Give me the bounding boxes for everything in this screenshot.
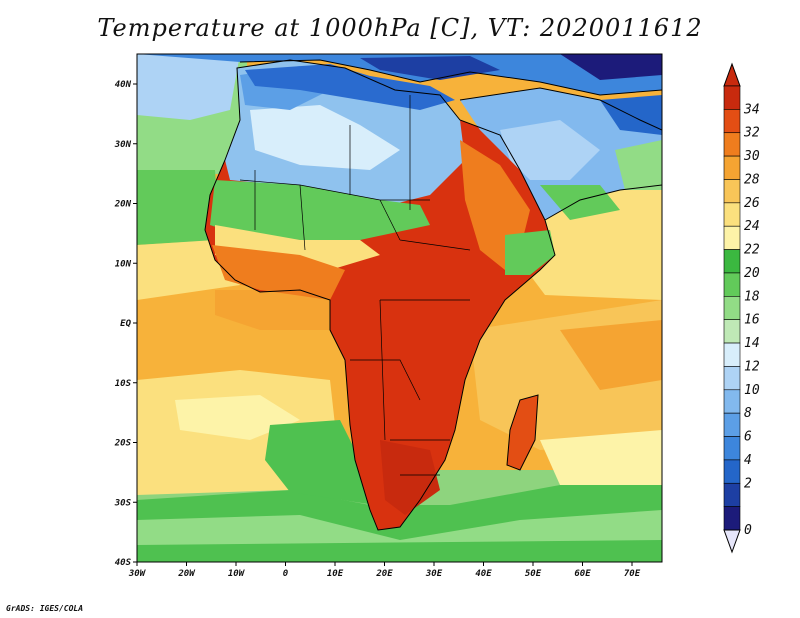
europe-coast (239, 59, 662, 96)
colorbar-label: 10 (744, 383, 760, 398)
lat-label: 30S (114, 498, 132, 508)
indian-ocean-hot (560, 320, 662, 390)
lon-label: 40E (475, 569, 492, 579)
colorbar-label: 2 (744, 476, 752, 491)
colorbar-swatch (723, 296, 741, 320)
colorbar-swatch (723, 319, 741, 344)
colorbar-label: 24 (744, 219, 760, 234)
caucasus-coldest (560, 54, 662, 80)
lat-label: EQ (120, 319, 131, 329)
lat-label: 20S (114, 439, 132, 449)
southern-ocean-mid (137, 510, 662, 545)
sahara-pale (250, 105, 400, 170)
colorbar-label: 34 (743, 102, 760, 117)
colorbar-swatch (723, 249, 741, 274)
temperature-field (137, 54, 662, 562)
colorbar-label: 6 (744, 430, 752, 445)
colorbar-swatch (723, 459, 741, 484)
colorbar-label: 28 (744, 172, 760, 187)
south-atlantic-pale (175, 395, 300, 440)
colorbar-swatch (723, 109, 741, 134)
horn-green (505, 230, 555, 275)
colorbar-label: 32 (743, 126, 760, 141)
colorbar-swatch (723, 155, 741, 180)
madagascar-land (507, 395, 538, 470)
colorbar-label: 14 (744, 336, 760, 351)
colorbar-swatch (723, 506, 741, 531)
gulf-guinea (215, 290, 335, 330)
colorbar-swatch (723, 132, 741, 157)
north-atlantic-blue (137, 54, 240, 120)
coastlines (204, 59, 662, 531)
country-borders (239, 95, 471, 476)
mediterranean-sea (245, 64, 455, 110)
grads-credit: GrADS: IGES/COLA (6, 604, 84, 613)
lon-label: 50E (525, 569, 542, 579)
colorbar-swatch (723, 412, 741, 437)
lon-label: 20W (177, 569, 196, 579)
colorbar-swatch (723, 436, 741, 461)
colorbar-label: 22 (744, 243, 760, 258)
colorbar-label: 0 (744, 523, 752, 538)
lon-label: 60E (574, 569, 591, 579)
lon-label: 0 (283, 569, 289, 579)
balkans-colder (360, 56, 500, 80)
colorbar-swatch (723, 389, 741, 414)
colorbar-swatch (723, 179, 741, 204)
arabia-coast (459, 87, 662, 221)
plot-title: Temperature at 1000hPa [C], VT: 20200116… (97, 14, 703, 42)
lon-label: 70E (624, 569, 641, 579)
colorbar-label: 20 (744, 266, 760, 281)
colorbar-label: 12 (744, 359, 760, 374)
lat-label: 40N (115, 80, 132, 90)
colorbar-over-triangle (723, 62, 741, 87)
arabia-pale (500, 120, 600, 180)
lat-label: 30N (114, 140, 132, 150)
yemen-green (540, 185, 620, 220)
plot-frame (136, 53, 663, 563)
colorbar-label: 30 (743, 149, 760, 164)
colorbar-label: 4 (744, 453, 752, 468)
africa-coast (204, 59, 556, 531)
madagascar-coast (506, 394, 539, 471)
colorbar-swatch (723, 272, 741, 297)
colorbar-swatch (723, 225, 741, 250)
lat-label: 20N (114, 200, 132, 210)
colorbar-label: 18 (744, 289, 760, 304)
west-africa-warm (212, 245, 345, 300)
lon-label: 30E (425, 569, 443, 579)
colorbar-label: 8 (744, 406, 752, 421)
colorbar-label: 26 (744, 196, 760, 211)
benguela-cool (265, 420, 375, 505)
lon-label: 30W (128, 569, 147, 579)
latitude-axis: 40N 30N 20N 10N EQ 10S 20S 30S 40S (114, 80, 137, 568)
lon-label: 10E (327, 569, 344, 579)
colorbar-swatch (723, 366, 741, 391)
colorbar-swatch (723, 85, 741, 110)
colorbar-swatch (723, 202, 741, 227)
europe-cold (137, 54, 662, 95)
colorbar-swatch (723, 342, 741, 367)
colorbar-swatch (723, 482, 741, 507)
sahel-green (210, 180, 430, 240)
lon-label: 20E (375, 569, 393, 579)
colorbar-label: 16 (744, 313, 760, 328)
kalahari-hot (380, 440, 440, 515)
pakistan-green (615, 140, 662, 190)
south-indian-pale (540, 430, 662, 485)
lat-label: 10N (115, 259, 132, 269)
canary-cool (137, 170, 220, 245)
colorbar-under-triangle (723, 529, 741, 554)
lat-label: 10S (115, 379, 132, 389)
lat-label: 40S (115, 558, 132, 568)
longitude-axis: 30W 20W 10W 0 10E 20E 30E 40E 50E 60E 70E (128, 562, 641, 579)
lon-label: 10W (228, 569, 246, 579)
